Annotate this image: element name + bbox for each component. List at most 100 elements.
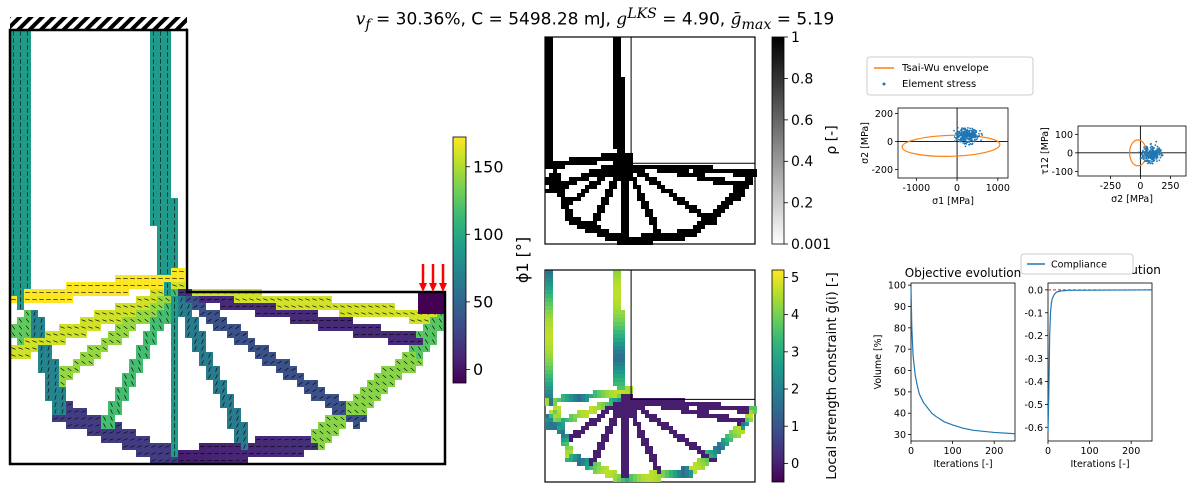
strength-cell bbox=[629, 478, 633, 482]
fiber-orientation-field bbox=[10, 30, 445, 464]
density-cell bbox=[641, 169, 645, 173]
strength-cell bbox=[657, 418, 661, 422]
fiber-glyph bbox=[47, 381, 50, 386]
fiber-glyph bbox=[95, 312, 100, 315]
fiber-glyph bbox=[222, 402, 225, 407]
strength-cell bbox=[613, 346, 617, 350]
fiber-glyph bbox=[180, 311, 183, 316]
density-cell bbox=[549, 37, 553, 41]
fiber-glyph bbox=[207, 298, 212, 301]
stress-point bbox=[1156, 149, 1158, 152]
density-cell bbox=[661, 185, 665, 189]
strength-cell bbox=[549, 290, 553, 294]
fiber-glyph bbox=[214, 311, 219, 316]
density-cell bbox=[697, 229, 701, 233]
fiber-glyph bbox=[81, 353, 86, 358]
density-cell bbox=[665, 237, 669, 241]
fiber-glyph bbox=[54, 367, 57, 372]
density-cell bbox=[665, 189, 669, 193]
strength-cell bbox=[621, 426, 625, 430]
strength-cell bbox=[693, 446, 697, 450]
axes-frame bbox=[910, 282, 1016, 442]
fiber-glyph bbox=[291, 367, 296, 372]
strength-cell bbox=[725, 406, 729, 410]
density-cell bbox=[701, 221, 705, 225]
y-tick-label: -0.1 bbox=[1024, 308, 1043, 319]
strength-cell bbox=[613, 382, 617, 386]
density-cell bbox=[733, 181, 737, 185]
strength-cell bbox=[549, 302, 553, 306]
fiber-glyph bbox=[403, 367, 408, 372]
density-cell bbox=[657, 181, 661, 185]
stress-point bbox=[1160, 154, 1163, 157]
strength-cell bbox=[601, 438, 605, 442]
fiber-glyph bbox=[67, 374, 72, 379]
fiber-glyph bbox=[236, 423, 239, 428]
fiber-glyph bbox=[158, 297, 163, 302]
fiber-glyph bbox=[305, 445, 310, 448]
strength-cell bbox=[681, 402, 685, 406]
density-cell bbox=[689, 173, 693, 177]
y-tick-label: -0.5 bbox=[1024, 400, 1043, 411]
strength-cell bbox=[545, 294, 549, 298]
fiber-glyph bbox=[319, 437, 324, 442]
strength-cell bbox=[665, 474, 669, 478]
fiber-glyph bbox=[67, 403, 72, 406]
fiber-glyph bbox=[242, 305, 247, 308]
strength-cell bbox=[549, 398, 553, 402]
stress-point bbox=[1143, 148, 1146, 150]
density-cell bbox=[641, 197, 645, 201]
strength-cell bbox=[705, 406, 709, 410]
fiber-glyph bbox=[137, 438, 142, 441]
density-cell bbox=[545, 161, 549, 165]
density-cell bbox=[549, 61, 553, 65]
fiber-glyph bbox=[249, 298, 254, 301]
strength-cell bbox=[701, 410, 705, 414]
density-cell bbox=[581, 173, 585, 177]
stress-point bbox=[1156, 160, 1158, 163]
strength-cell bbox=[545, 354, 549, 358]
fiber-glyph bbox=[236, 430, 239, 435]
density-cell bbox=[625, 229, 629, 233]
strength-cell bbox=[641, 478, 645, 482]
density-cell bbox=[569, 157, 573, 161]
density-cell bbox=[577, 217, 581, 221]
strength-cell bbox=[613, 478, 617, 482]
fiber-glyph bbox=[347, 326, 352, 329]
strength-cell bbox=[693, 402, 697, 406]
strength-cell bbox=[549, 310, 553, 314]
density-cell bbox=[597, 169, 601, 173]
strength-cell bbox=[557, 426, 561, 430]
strength-cell bbox=[737, 418, 741, 422]
fiber-glyph bbox=[375, 305, 380, 308]
fiber-glyph bbox=[361, 395, 366, 400]
fiber-glyph bbox=[131, 360, 134, 365]
fiber-glyph bbox=[354, 333, 359, 336]
load-arrow-head bbox=[429, 283, 437, 292]
fiber-glyph bbox=[187, 318, 190, 323]
y-tick-label: 0 bbox=[887, 137, 893, 148]
fiber-glyph bbox=[103, 423, 106, 428]
strength-cell bbox=[609, 394, 613, 398]
density-cell bbox=[657, 185, 661, 189]
density-cell bbox=[621, 121, 625, 125]
fiber-glyph bbox=[347, 319, 352, 322]
fiber-glyph bbox=[333, 409, 338, 414]
density-cell bbox=[545, 57, 549, 61]
stress-point bbox=[960, 139, 963, 142]
fiber-glyph bbox=[25, 311, 30, 316]
density-cell bbox=[625, 233, 629, 237]
stress-legend-box bbox=[866, 56, 1034, 96]
density-cell bbox=[673, 233, 677, 237]
density-cell bbox=[673, 165, 677, 169]
strength-cell bbox=[621, 406, 625, 410]
strength-cell bbox=[641, 402, 645, 406]
density-cell bbox=[601, 233, 605, 237]
fiber-glyph bbox=[298, 445, 303, 448]
density-cell bbox=[625, 169, 629, 173]
fiber-glyph bbox=[116, 339, 121, 344]
fiber-glyph bbox=[382, 333, 387, 336]
fiber-glyph bbox=[53, 291, 58, 294]
density-cell bbox=[573, 161, 577, 165]
strength-cell bbox=[633, 398, 637, 402]
